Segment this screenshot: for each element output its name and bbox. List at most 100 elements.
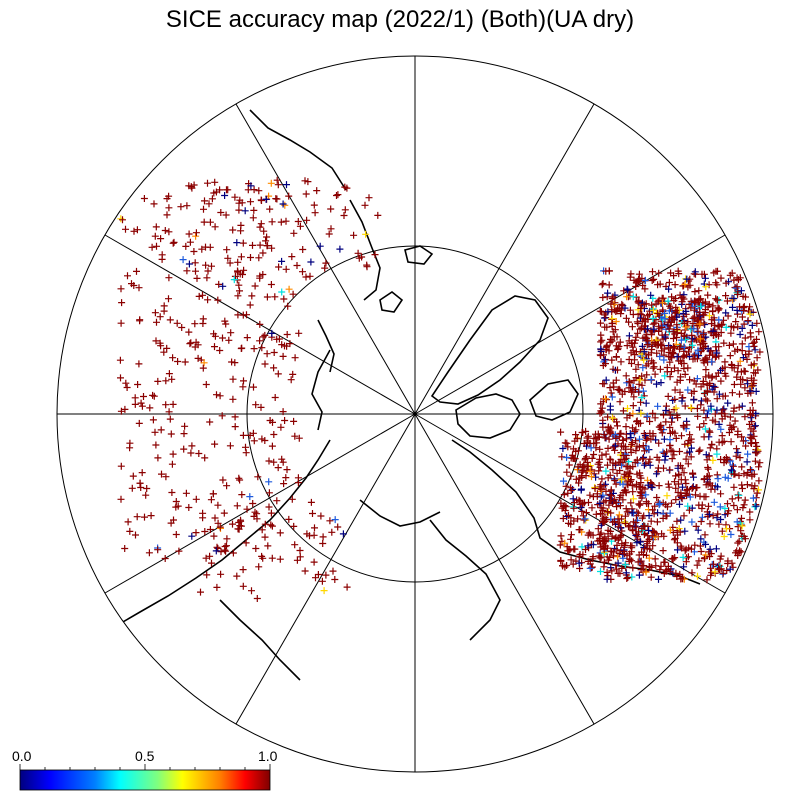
accuracy-marker (684, 460, 692, 468)
accuracy-marker (754, 366, 762, 374)
accuracy-marker (648, 484, 656, 491)
accuracy-marker (699, 377, 707, 385)
accuracy-marker (187, 339, 195, 347)
accuracy-marker (708, 440, 716, 448)
accuracy-marker (738, 514, 745, 522)
accuracy-marker (646, 418, 654, 425)
accuracy-marker (624, 462, 632, 470)
accuracy-marker (603, 575, 611, 583)
accuracy-marker (281, 417, 289, 424)
accuracy-marker (600, 518, 608, 526)
accuracy-marker (302, 190, 310, 198)
accuracy-marker (607, 389, 615, 397)
accuracy-marker (607, 547, 615, 555)
accuracy-marker (697, 397, 705, 405)
accuracy-marker (567, 535, 575, 543)
accuracy-marker (756, 348, 764, 356)
accuracy-marker (313, 187, 321, 195)
accuracy-marker (704, 291, 712, 299)
accuracy-marker (598, 408, 606, 416)
accuracy-marker (158, 470, 165, 478)
accuracy-marker (595, 552, 603, 560)
accuracy-marker (165, 228, 173, 236)
accuracy-marker (599, 280, 607, 287)
accuracy-marker (213, 391, 220, 399)
accuracy-marker (667, 269, 675, 277)
accuracy-marker (615, 385, 623, 393)
accuracy-marker (625, 318, 633, 326)
accuracy-marker (637, 398, 645, 406)
accuracy-marker (622, 423, 630, 431)
accuracy-marker (733, 547, 741, 555)
accuracy-marker (319, 540, 327, 547)
accuracy-marker (647, 376, 655, 384)
accuracy-marker (131, 400, 139, 408)
accuracy-marker (168, 375, 176, 383)
accuracy-marker (165, 204, 173, 212)
accuracy-marker (225, 336, 233, 344)
accuracy-marker (135, 419, 143, 427)
meridian-line (235, 413, 416, 725)
accuracy-marker (623, 508, 631, 516)
accuracy-marker (622, 520, 630, 527)
accuracy-marker (735, 494, 742, 502)
accuracy-marker (223, 482, 231, 490)
accuracy-marker (583, 458, 591, 466)
accuracy-marker (619, 554, 627, 562)
accuracy-marker (709, 512, 717, 520)
accuracy-marker (603, 568, 611, 576)
accuracy-marker (677, 336, 685, 344)
accuracy-marker (704, 465, 712, 473)
accuracy-marker (279, 200, 287, 208)
accuracy-marker (730, 470, 738, 478)
accuracy-marker (628, 387, 636, 395)
accuracy-marker (645, 500, 652, 508)
accuracy-marker (679, 553, 687, 561)
accuracy-marker (165, 295, 172, 303)
accuracy-marker (715, 390, 723, 398)
accuracy-marker (574, 447, 582, 455)
accuracy-marker (628, 482, 636, 489)
accuracy-marker (717, 490, 725, 498)
accuracy-marker (668, 314, 676, 321)
accuracy-marker (618, 390, 626, 398)
accuracy-marker (682, 323, 690, 331)
accuracy-marker (619, 436, 627, 444)
accuracy-marker (651, 502, 659, 510)
accuracy-marker (278, 288, 286, 296)
accuracy-marker (715, 565, 723, 573)
accuracy-marker (282, 474, 290, 482)
coastline-alaska (429, 519, 501, 641)
accuracy-marker (719, 406, 727, 414)
accuracy-marker (263, 233, 271, 241)
accuracy-marker (208, 559, 215, 567)
accuracy-marker (622, 314, 630, 322)
accuracy-marker (191, 343, 199, 351)
accuracy-marker (713, 281, 721, 289)
accuracy-marker (236, 476, 244, 484)
accuracy-marker (743, 471, 751, 479)
accuracy-marker (133, 267, 140, 275)
accuracy-marker (713, 471, 721, 479)
accuracy-marker (680, 282, 687, 290)
accuracy-marker (746, 516, 754, 524)
accuracy-marker (639, 282, 647, 289)
accuracy-marker (648, 563, 656, 571)
accuracy-marker (287, 376, 295, 384)
accuracy-marker (674, 546, 681, 554)
accuracy-marker (213, 583, 221, 591)
accuracy-marker (686, 431, 694, 439)
accuracy-marker (687, 404, 695, 412)
accuracy-marker (632, 279, 640, 287)
accuracy-marker (267, 509, 275, 517)
accuracy-marker (739, 354, 747, 362)
accuracy-marker (639, 484, 647, 492)
accuracy-marker (256, 320, 264, 328)
accuracy-marker (177, 203, 185, 211)
accuracy-marker (681, 331, 688, 339)
accuracy-marker (684, 386, 692, 394)
accuracy-marker (701, 531, 709, 539)
accuracy-marker (718, 409, 725, 417)
accuracy-marker (620, 548, 628, 555)
accuracy-marker (587, 444, 595, 452)
